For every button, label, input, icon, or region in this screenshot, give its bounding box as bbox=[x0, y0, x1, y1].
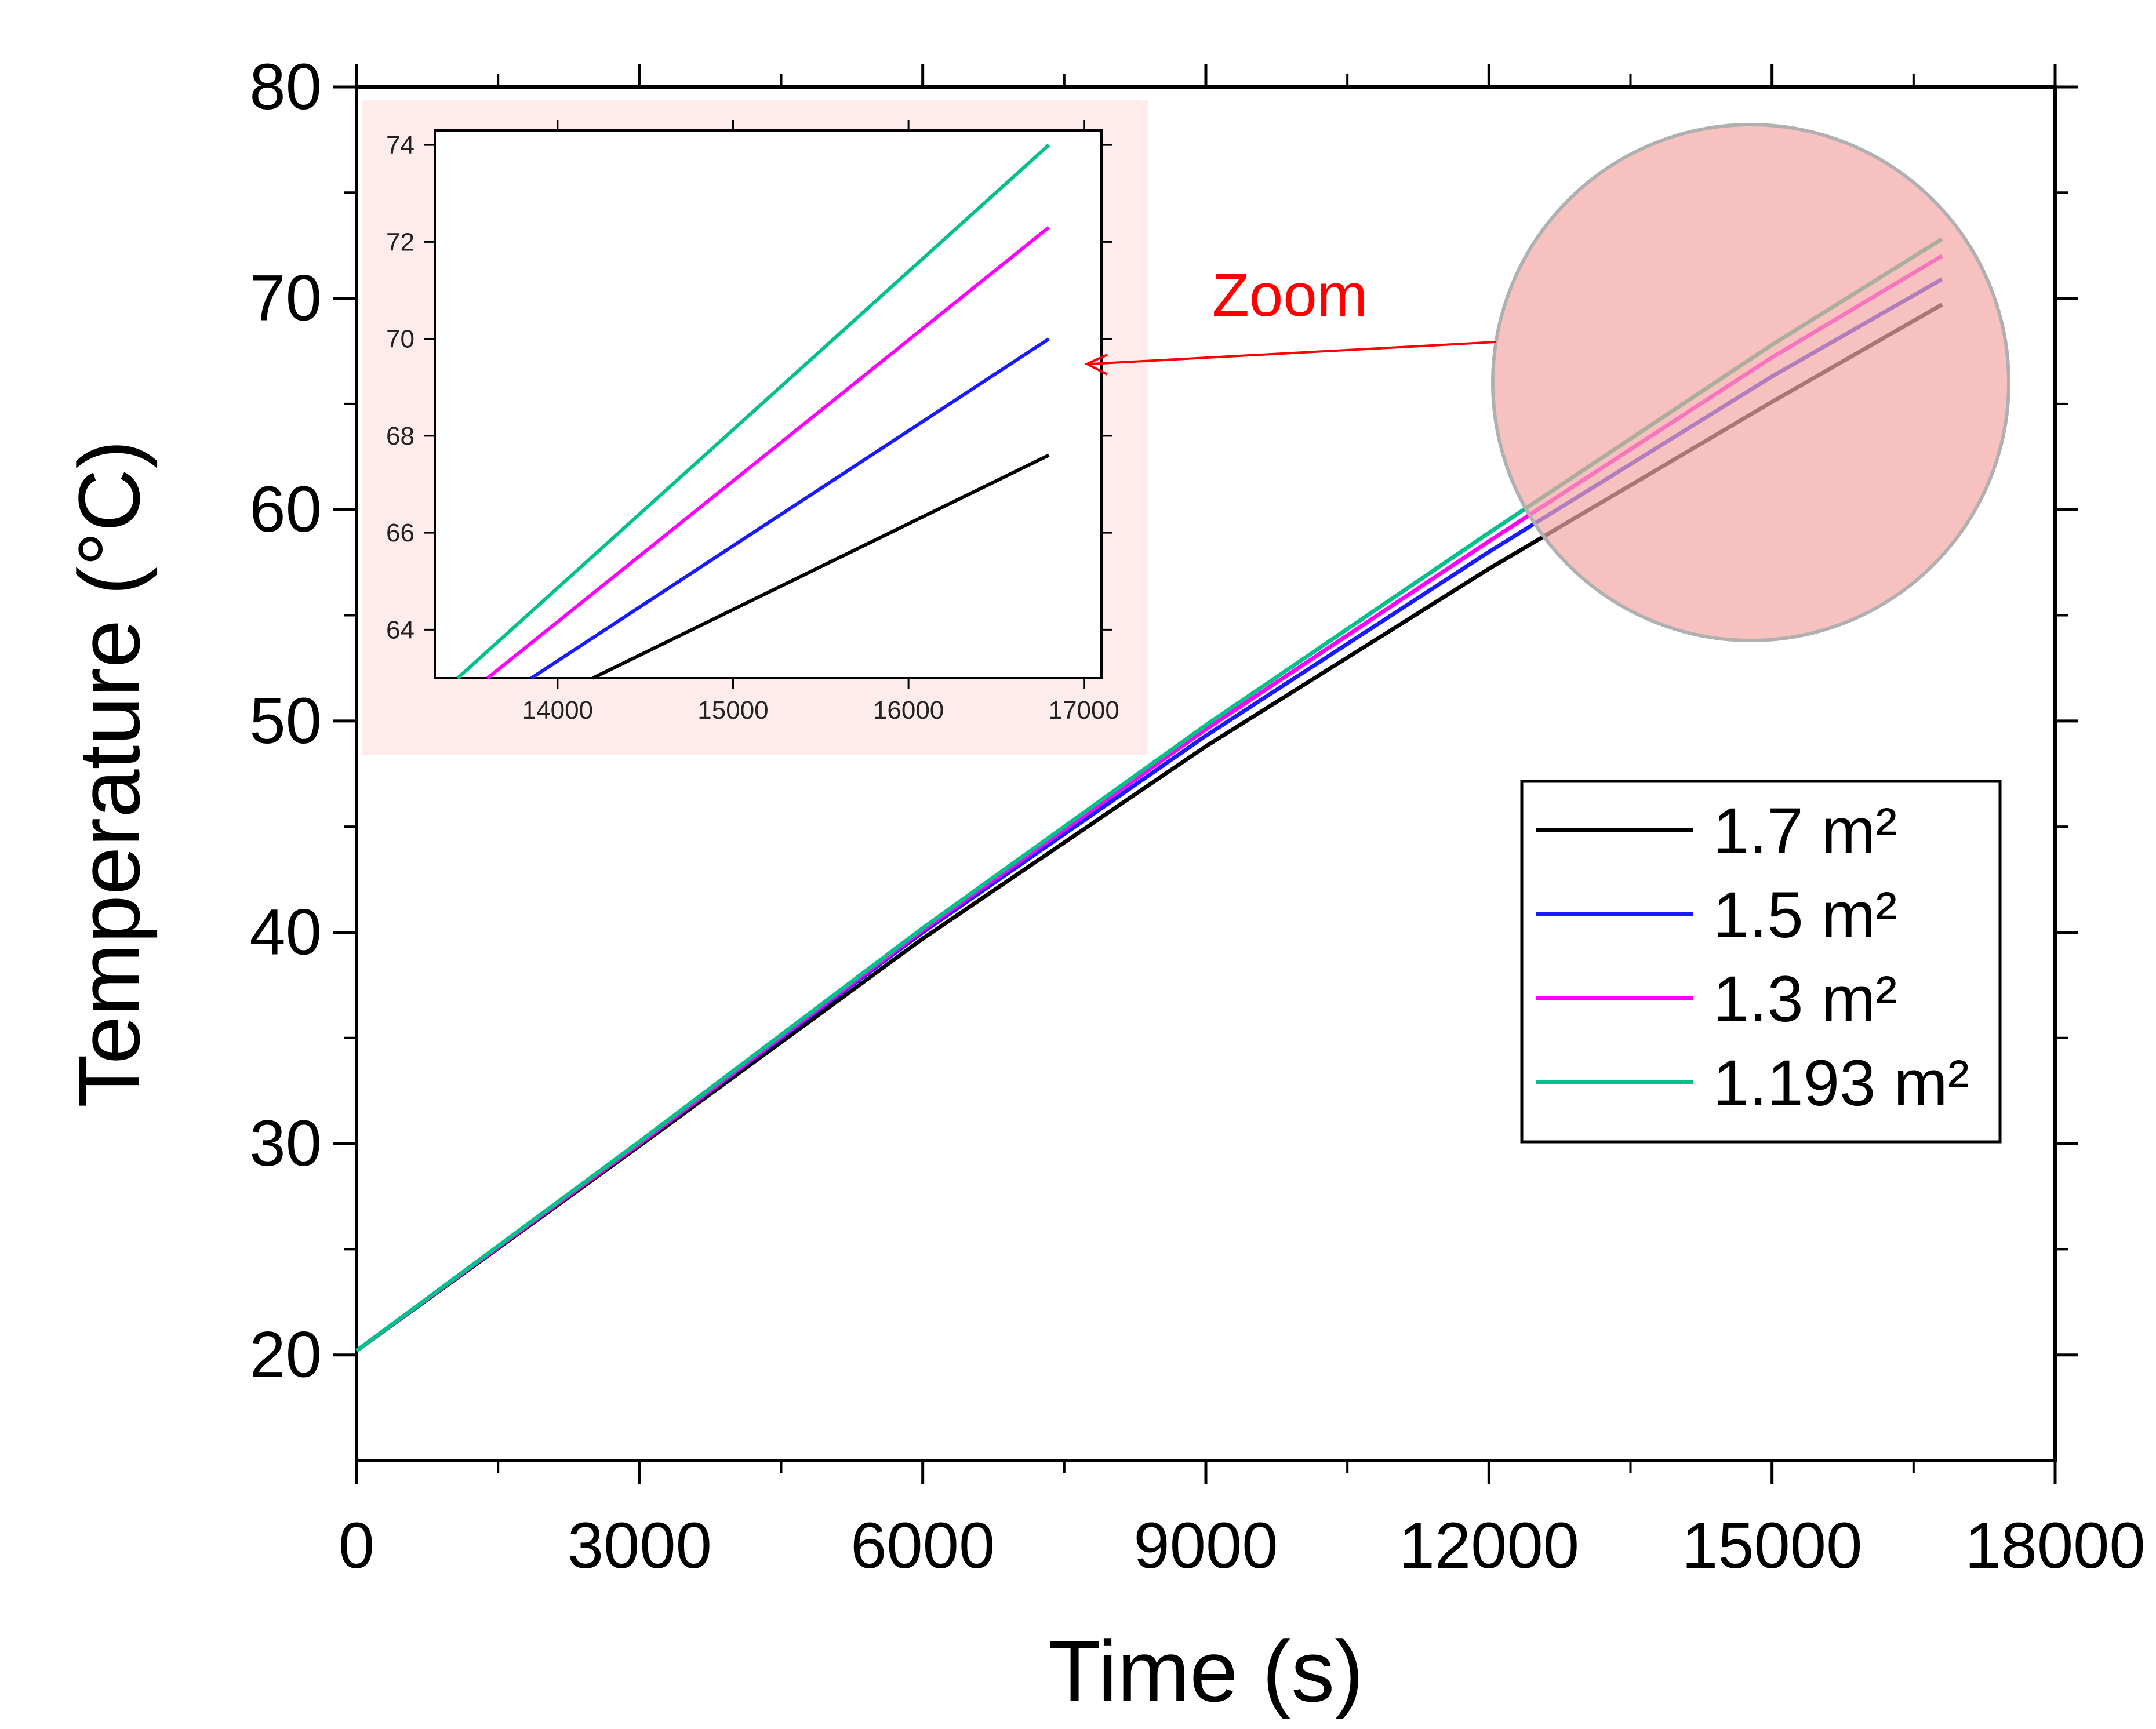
inset-x-tick-label: 15000 bbox=[697, 696, 768, 725]
inset-y-tick-label: 74 bbox=[386, 131, 415, 159]
legend: 1.7 m² 1.5 m² 1.3 m² 1.193 m² bbox=[1536, 795, 1969, 1119]
inset-series-group bbox=[456, 143, 1050, 680]
inset-frame bbox=[434, 129, 1103, 679]
inset-x-tick-label: 16000 bbox=[873, 696, 944, 725]
x-tick-label: 6000 bbox=[850, 1509, 995, 1582]
zoom-arrow-line bbox=[1089, 341, 1496, 365]
y-tick-label: 80 bbox=[249, 50, 322, 123]
x-tick-label: 18000 bbox=[1965, 1509, 2145, 1582]
inset-y-tick-label: 70 bbox=[386, 325, 415, 354]
inset-series-line-1-7-m bbox=[592, 453, 1050, 680]
inset-y-tick-label: 68 bbox=[386, 422, 415, 450]
main-axis-ticks: 0 3000 6000 9000 12000 15000 18000 20 30 40 50 60 70… bbox=[249, 50, 2145, 1582]
inset-axis-ticks: 14000 15000 16000 17000 64 66 68 70 72 74 bbox=[386, 120, 1119, 725]
zoom-label: Zoom bbox=[1212, 261, 1368, 329]
inset-x-tick-label: 14000 bbox=[522, 696, 593, 725]
inset-y-tick-label: 72 bbox=[386, 228, 415, 256]
inset-series-line-1-3-m bbox=[486, 225, 1050, 680]
y-tick-label: 30 bbox=[249, 1107, 322, 1180]
x-tick-label: 15000 bbox=[1682, 1509, 1862, 1582]
x-tick-label: 0 bbox=[339, 1509, 375, 1582]
y-tick-label: 40 bbox=[249, 896, 322, 968]
y-axis-title: Temperature (°C) bbox=[60, 440, 158, 1108]
legend-label-1-193-m: 1.193 m² bbox=[1713, 1047, 1969, 1119]
inset-x-tick-label: 17000 bbox=[1049, 696, 1119, 725]
legend-label-1-7-m: 1.7 m² bbox=[1713, 795, 1897, 867]
x-tick-label: 9000 bbox=[1133, 1509, 1278, 1582]
legend-label-1-3-m: 1.3 m² bbox=[1713, 963, 1897, 1035]
zoom-circle bbox=[1491, 123, 2010, 642]
x-tick-label: 3000 bbox=[568, 1509, 712, 1582]
inset-series-line-1-193-m bbox=[456, 143, 1050, 680]
y-tick-label: 70 bbox=[249, 262, 322, 334]
x-tick-label: 12000 bbox=[1399, 1509, 1579, 1582]
y-tick-label: 20 bbox=[249, 1319, 322, 1391]
zoom-arrowhead-icon bbox=[1084, 354, 1108, 376]
y-tick-label: 50 bbox=[249, 685, 322, 757]
y-tick-label: 60 bbox=[249, 473, 322, 545]
inset-y-tick-label: 64 bbox=[386, 616, 415, 644]
x-axis-title: Time (s) bbox=[1048, 1622, 1364, 1720]
inset-series-line-1-5-m bbox=[530, 337, 1050, 680]
inset-y-tick-label: 66 bbox=[386, 519, 415, 547]
legend-label-1-5-m: 1.5 m² bbox=[1713, 879, 1897, 951]
